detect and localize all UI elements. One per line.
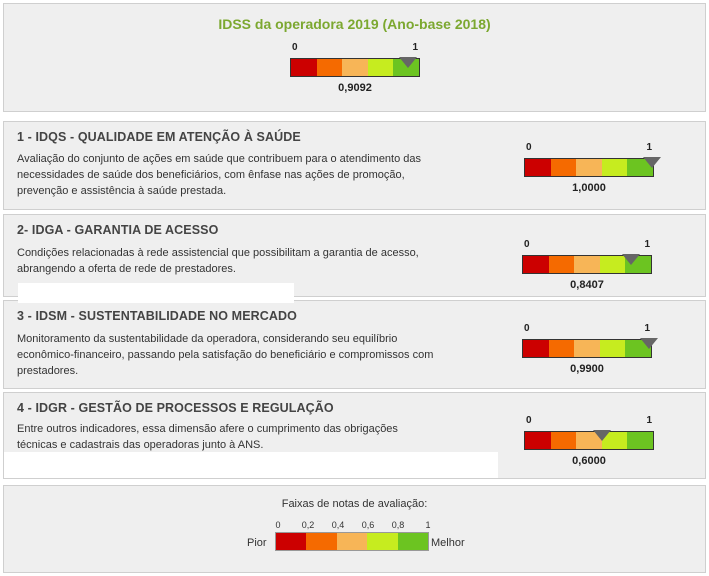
dimension-description: Entre outros indicadores, essa dimensão … (17, 421, 477, 453)
gauge-value: 0,6000 (572, 455, 606, 467)
description-line: técnicas e cadastrais das operadoras jun… (17, 439, 264, 451)
dimension-panel-idqs: 1 - IDQS - QUALIDADE EM ATENÇÃO À SAÚDE … (3, 121, 706, 210)
legend-panel: Faixas de notas de avaliação: 0 0,2 0,4 … (3, 485, 706, 573)
gauge-band-0.6-0.8 (367, 59, 394, 76)
dimension-gauge: 0 1 0,9900 (522, 323, 658, 379)
gauge-band-0.6-0.8 (599, 340, 626, 357)
dimension-title: 4 - IDGR - GESTÃO DE PROCESSOS E REGULAÇ… (17, 401, 334, 415)
gauge-band-0.2-0.4 (548, 256, 575, 273)
gauge-band-0.2-0.4 (316, 59, 343, 76)
gauge-band-0-0.2 (291, 59, 317, 76)
blank-patch (4, 452, 498, 478)
description-line: Avaliação do conjunto de ações em saúde … (17, 153, 422, 165)
gauge-min-label: 0 (526, 415, 532, 426)
description-line: abrangendo a oferta de rede de prestador… (17, 263, 236, 275)
dimension-description: Avaliação do conjunto de ações em saúde … (17, 151, 477, 199)
gauge-min-label: 0 (526, 142, 532, 153)
legend-tick: 0 (275, 520, 281, 530)
legend-tick: 0,8 (391, 520, 405, 530)
overall-gauge: 0 1 0,9092 (290, 42, 420, 98)
gauge-band-0.2-0.4 (550, 159, 577, 176)
gauge-min-label: 0 (292, 42, 298, 53)
gauge-bar (524, 158, 654, 177)
dimension-gauge: 0 1 1,0000 (524, 142, 661, 198)
gauge-max-label: 1 (412, 42, 418, 53)
legend-tick: 1 (425, 520, 431, 530)
legend-title: Faixas de notas de avaliação: (281, 498, 428, 510)
description-line: econômico-financeiro, passando pela sati… (17, 349, 434, 361)
legend-ticks: 0 0,2 0,4 0,6 0,8 1 (272, 520, 442, 532)
gauge-band-0.4-0.6 (574, 340, 600, 357)
gauge-bar (524, 431, 654, 450)
description-line: necessidades de saúde dos beneficiários,… (17, 169, 405, 181)
gauge-band-0.2-0.4 (550, 432, 577, 449)
gauge-marker-icon (639, 338, 658, 349)
dimension-gauge: 0 1 0,6000 (524, 415, 654, 471)
gauge-bar (522, 339, 652, 358)
gauge-band-0-0.2 (523, 340, 549, 357)
gauge-band-0.2-0.4 (548, 340, 575, 357)
gauge-min-label: 0 (524, 239, 530, 250)
gauge-value: 1,0000 (572, 182, 606, 194)
dimension-description: Condições relacionadas à rede assistenci… (17, 245, 477, 277)
legend-best-label: Melhor (431, 537, 465, 549)
legend-band-0.4-0.6 (336, 533, 368, 550)
dimension-title: 2- IDGA - GARANTIA DE ACESSO (17, 223, 219, 237)
legend-band-0.6-0.8 (367, 533, 398, 550)
legend-tick: 0,4 (331, 520, 345, 530)
gauge-band-0.4-0.6 (576, 159, 602, 176)
legend-tick: 0,2 (301, 520, 315, 530)
gauge-band-0-0.2 (525, 432, 551, 449)
gauge-marker-icon (643, 157, 661, 168)
gauge-max-label: 1 (646, 142, 652, 153)
dimension-panel-idsm: 3 - IDSM - SUSTENTABILIDADE NO MERCADO M… (3, 300, 706, 389)
description-line: Entre outros indicadores, essa dimensão … (17, 423, 398, 435)
dimension-description: Monitoramento da sustentabilidade da ope… (17, 331, 477, 379)
description-line: prestadores. (17, 365, 79, 377)
gauge-value: 0,8407 (570, 279, 604, 291)
legend-band-0-0.2 (276, 533, 307, 550)
gauge-bar (522, 255, 652, 274)
legend-worst-label: Pior (247, 537, 267, 549)
description-line: Monitoramento da sustentabilidade da ope… (17, 333, 398, 345)
gauge-band-0.6-0.8 (601, 159, 628, 176)
description-line: Condições relacionadas à rede assistenci… (17, 247, 419, 259)
gauge-marker-icon (622, 254, 641, 265)
dimension-title: 3 - IDSM - SUSTENTABILIDADE NO MERCADO (17, 309, 297, 323)
gauge-value: 0,9900 (570, 363, 604, 375)
legend-tick: 0,6 (361, 520, 375, 530)
overall-title: IDSS da operadora 2019 (Ano-base 2018) (218, 16, 491, 32)
gauge-max-label: 1 (644, 239, 650, 250)
gauge-band-0.4-0.6 (574, 256, 600, 273)
legend-band-0.2-0.4 (306, 533, 337, 550)
overall-score-panel: IDSS da operadora 2019 (Ano-base 2018) 0… (3, 3, 706, 112)
gauge-band-0-0.2 (523, 256, 549, 273)
gauge-band-0-0.2 (525, 159, 551, 176)
gauge-min-label: 0 (524, 323, 530, 334)
dimension-title: 1 - IDQS - QUALIDADE EM ATENÇÃO À SAÚDE (17, 130, 301, 144)
description-line: prevenção e assistência à saúde prestada… (17, 185, 227, 197)
gauge-marker-icon (593, 430, 611, 441)
gauge-marker-icon (399, 57, 418, 68)
gauge-band-0.6-0.8 (599, 256, 626, 273)
gauge-max-label: 1 (644, 323, 650, 334)
gauge-max-label: 1 (646, 415, 652, 426)
gauge-band-0.4-0.6 (342, 59, 368, 76)
blank-patch (18, 283, 294, 303)
legend-band-0.8-1 (397, 533, 429, 550)
dimension-gauge: 0 1 0,8407 (522, 239, 652, 295)
gauge-band-0.8-1 (627, 432, 653, 449)
legend-bar (275, 532, 429, 551)
gauge-value: 0,9092 (338, 82, 372, 94)
